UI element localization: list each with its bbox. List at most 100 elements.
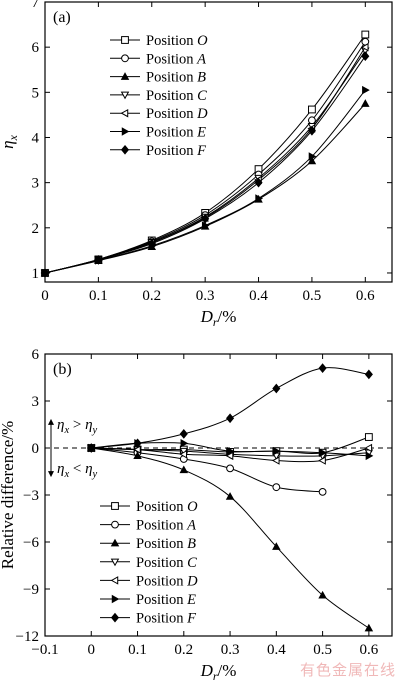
x-tick-label: 0.1 [128, 642, 147, 658]
point-o-6 [364, 433, 373, 441]
legend-marker-b [110, 538, 120, 547]
y-tick-label: 7 [32, 0, 40, 11]
x-tick-label: 0.3 [196, 288, 215, 304]
legend-label-c: Position C [136, 555, 197, 571]
x-tick-label: 0.6 [359, 642, 378, 658]
y-tick-label: 6 [32, 347, 40, 363]
point-b-2 [179, 465, 189, 474]
annotation-eta-x-greater: ηx > ηy [57, 417, 98, 436]
legend-marker-e [121, 127, 130, 136]
arrow-head-up [48, 418, 54, 425]
point-b-5 [307, 156, 317, 165]
point-d-6 [360, 42, 369, 52]
point-e-5 [308, 152, 317, 161]
point-e-4 [273, 446, 281, 456]
annotation-eta-x-less: ηx < ηy [57, 461, 98, 480]
point-e-6 [365, 451, 374, 461]
legend-marker-d [110, 576, 119, 585]
panel-b-chart: −0.1 0 0.1 0.2 0.3 0.4 0.5 0.6 −12 −9 −6 −3 0 3 6 (b) Dr… [0, 347, 393, 683]
legend-label-e: Position E [146, 125, 206, 141]
legend-label-f: Position F [136, 611, 196, 627]
point-e-3 [226, 446, 235, 456]
plot-frame [44, 353, 393, 637]
y-tick-label: −9 [23, 582, 39, 598]
legend-marker-f [110, 612, 120, 623]
panel-label: (b) [53, 361, 72, 378]
point-e-2 [180, 439, 189, 448]
point-f-0 [87, 443, 96, 453]
point-d-1 [133, 445, 141, 454]
series-line-a [91, 447, 323, 493]
y-tick-label: −12 [16, 629, 39, 645]
legend-marker-d [120, 108, 129, 118]
x-tick-label: 0.5 [313, 642, 332, 658]
x-tick-label: 0.4 [249, 288, 268, 304]
point-d-5 [318, 456, 326, 465]
point-e-5 [319, 448, 328, 457]
y-tick-label: −6 [23, 535, 39, 551]
point-f-5 [307, 125, 316, 136]
point-b-1 [133, 451, 142, 460]
y-tick-label: −3 [23, 488, 39, 504]
legend-label-c: Position C [146, 88, 207, 104]
legend-label-b: Position B [146, 70, 206, 86]
series-line-f [91, 367, 369, 449]
legend-marker-f [120, 144, 130, 155]
y-tick-label: 2 [32, 221, 40, 237]
x-tick-label: −0.1 [31, 642, 58, 658]
point-e-4 [255, 194, 263, 203]
point-f-4 [272, 383, 281, 394]
panel-label: (a) [53, 9, 71, 26]
plot-frame [44, 1, 393, 283]
legend: Position O Position A Position B Position C… [100, 499, 198, 627]
point-d-2 [179, 450, 188, 459]
y-tick-label: 5 [32, 85, 40, 101]
point-f-1 [94, 255, 103, 265]
series-line-b [91, 447, 370, 629]
y-axis-title: Relative difference/% [0, 421, 17, 569]
point-d-4 [271, 456, 280, 465]
point-f-6 [361, 51, 370, 62]
point-a-3 [226, 464, 234, 473]
point-f-3 [201, 213, 210, 224]
point-f-3 [226, 413, 235, 424]
x-tick-label: 0.6 [356, 288, 375, 304]
x-tick-label: 0.2 [142, 288, 161, 304]
point-b-3 [225, 492, 235, 500]
legend-label-a: Position A [136, 518, 196, 534]
legend-marker-a [121, 54, 129, 63]
point-d-3 [225, 451, 234, 461]
legend-marker-o [121, 36, 129, 44]
y-tick-label: 4 [32, 130, 40, 146]
point-b-5 [318, 590, 327, 599]
legend-label-e: Position E [136, 592, 196, 608]
point-f-2 [147, 238, 156, 249]
y-tick-label: 0 [32, 441, 40, 457]
point-f-4 [254, 177, 263, 188]
point-e-3 [201, 221, 210, 230]
x-axis-title: Dr/% [200, 661, 237, 683]
y-tick-label: 1 [32, 266, 40, 282]
x-tick-label: 0 [41, 288, 49, 304]
point-e-6 [362, 85, 370, 95]
point-b-4 [272, 542, 281, 550]
panel-a-chart: 0 0.1 0.2 0.3 0.4 0.5 0.6 1 2 3 4 5 6 7 (a) Dr/% ηx Posit… [0, 0, 393, 329]
legend-label-o: Position O [136, 499, 198, 515]
x-tick-label: 0.5 [303, 288, 322, 304]
point-a-5 [318, 487, 327, 496]
point-o-6 [361, 30, 370, 39]
point-f-2 [179, 429, 188, 439]
legend-label-a: Position A [146, 51, 206, 67]
y-tick-label: 3 [32, 176, 40, 192]
legend-marker-c [120, 91, 130, 100]
legend-label-o: Position O [146, 33, 208, 49]
arrow-head-down [48, 471, 54, 478]
point-a-4 [272, 483, 281, 492]
point-b-6 [364, 623, 374, 632]
legend-label-b: Position B [136, 536, 196, 552]
watermark-logo: 有色金属在线 [299, 661, 396, 679]
legend-marker-b [120, 72, 130, 80]
point-f-6 [364, 369, 373, 380]
y-tick-label: 6 [32, 40, 40, 56]
